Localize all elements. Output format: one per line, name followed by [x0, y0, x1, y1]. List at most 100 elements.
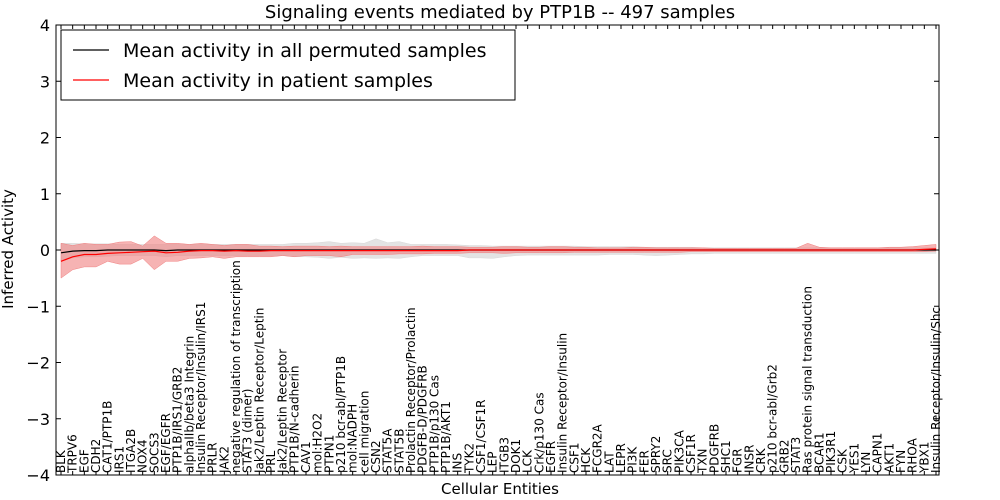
category-label: NOX4 [136, 439, 150, 473]
category-label: GRB2 [777, 439, 791, 473]
category-label: LEP [486, 451, 500, 473]
category-label: YES1 [847, 443, 861, 474]
y-tick-label: −4 [26, 466, 50, 485]
category-label: PTP1B/IRS1/GRB2 [171, 367, 185, 473]
category-label: PI3K [626, 446, 640, 473]
category-label: LEPR [614, 443, 628, 473]
y-tick-label: 2 [40, 129, 50, 148]
legend-label-permuted: Mean activity in all permuted samples [123, 40, 486, 62]
category-label: YBX1 [917, 442, 931, 474]
category-label: mol:H2O2 [311, 413, 325, 473]
category-label: ITGB3 [497, 437, 511, 473]
category-label: FYN [894, 450, 908, 473]
category-label: CDH2 [89, 439, 103, 473]
x-axis [60, 25, 937, 475]
category-label: CSF1 [567, 442, 581, 473]
y-axis: −4 −3 −2 −1 0 1 2 3 4 [26, 16, 939, 485]
category-label: CAV1 [299, 441, 313, 473]
legend: Mean activity in all permuted samples Me… [60, 29, 516, 101]
category-label: AKT1 [882, 443, 896, 473]
category-label: EGFR [544, 441, 558, 473]
category-label: STAT3 (dimer) [241, 389, 255, 473]
x-axis-label: Cellular Entities [441, 480, 559, 498]
category-label: Insulin Receptor/Insulin [556, 333, 570, 473]
chart-title: Signaling events mediated by PTP1B -- 49… [265, 2, 735, 23]
category-label: Insulin Receptor/Insulin/Shc [929, 307, 943, 473]
category-label: STAT5A [381, 428, 395, 473]
category-label: INS [451, 453, 465, 473]
category-label: TRPV6 [66, 434, 80, 474]
category-label: Insulin Receptor/Insulin/IRS1 [194, 302, 208, 473]
category-label: CSN2 [369, 440, 383, 473]
category-label: ITGA2B [124, 429, 138, 473]
category-label: FCGR2A [591, 423, 605, 473]
category-label: Prolactin Receptor/Prolactin [404, 307, 418, 473]
category-label: DOK1 [509, 439, 523, 473]
legend-label-patient: Mean activity in patient samples [123, 70, 433, 92]
category-label: SRC [661, 449, 675, 473]
category-label: BCAR1 [812, 432, 826, 473]
category-label: SOCS3 [147, 432, 161, 473]
category-label: INSR [742, 445, 756, 473]
y-axis-label: Inferred Activity [0, 189, 17, 309]
y-tick-label: −1 [26, 297, 50, 316]
category-label: p210 bcr-abl/Grb2 [766, 364, 780, 473]
category-label: CRK [754, 447, 768, 473]
category-label: STAT3 [789, 437, 803, 473]
category-label: FER [637, 450, 651, 473]
legend-box [60, 29, 516, 101]
y-tick-label: 0 [40, 241, 50, 260]
category-label: JAK2 [217, 446, 231, 474]
category-label: PDGFB-D/PDGFRB [416, 365, 430, 473]
category-label: PTPN1 [322, 435, 336, 473]
y-tick-label: 3 [40, 72, 50, 91]
category-label: CSF1/CSF1R [474, 400, 488, 473]
category-label: LYN [859, 452, 873, 473]
category-label: mol:NADPH [346, 404, 360, 473]
y-tick-label: −3 [26, 410, 50, 429]
category-label: PTP1B/N-cadherin [287, 366, 301, 473]
category-label: p210 bcr-abl/PTP1B [334, 356, 348, 473]
category-label: SPRY2 [649, 436, 663, 473]
category-label: RHOA [906, 437, 920, 473]
y-tick-label: −2 [26, 354, 50, 373]
category-label: Crk/p130 Cas [532, 392, 546, 473]
category-label: PTP1B/p130 Cas [427, 375, 441, 473]
category-label: IRS1 [112, 446, 126, 473]
category-label: PIK3R1 [824, 431, 838, 473]
category-label: SHC1 [719, 440, 733, 473]
category-label: CAPN1 [871, 433, 885, 473]
category-label: HCK [579, 447, 593, 473]
category-label: PDGFRB [707, 424, 721, 473]
category-labels: BLKTRPV6EGFCDH2CAT1/PTP1BIRS1ITGA2BNOX4S… [54, 260, 943, 474]
category-label: PIK3CA [672, 429, 686, 473]
y-tick-label: 4 [40, 16, 50, 35]
category-label: alphaIIb/beta3 Integrin [182, 336, 196, 473]
category-label: CSK [836, 448, 850, 473]
category-label: Ras protein signal transduction [801, 286, 815, 473]
category-label: EGF [77, 449, 91, 473]
category-label: Jak2/Leptin Receptor [276, 349, 290, 474]
category-label: Jak2/Leptin Receptor/Leptin [252, 308, 266, 474]
category-label: EGF/EGFR [159, 413, 173, 473]
category-label: BLK [54, 449, 68, 473]
category-label: cell migration [357, 391, 371, 473]
confidence-bands [60, 235, 937, 279]
category-label: LCK [521, 449, 535, 473]
band-series-1 [60, 235, 937, 279]
category-label: PTP1B/AKT1 [439, 401, 453, 473]
category-label: STAT5B [392, 429, 406, 474]
series-lines [60, 248, 937, 262]
category-label: TXN [696, 448, 710, 474]
category-label: LAT [602, 451, 616, 473]
category-label: CAT1/PTP1B [101, 401, 115, 473]
category-label: FGR [731, 448, 745, 473]
y-tick-label: 1 [40, 185, 50, 204]
category-label: PRL [264, 450, 278, 473]
line-series-1 [60, 248, 937, 262]
category-label: negative regulation of transcription [229, 260, 243, 473]
category-label: CSF1R [684, 434, 698, 473]
category-label: TYK2 [462, 443, 476, 474]
